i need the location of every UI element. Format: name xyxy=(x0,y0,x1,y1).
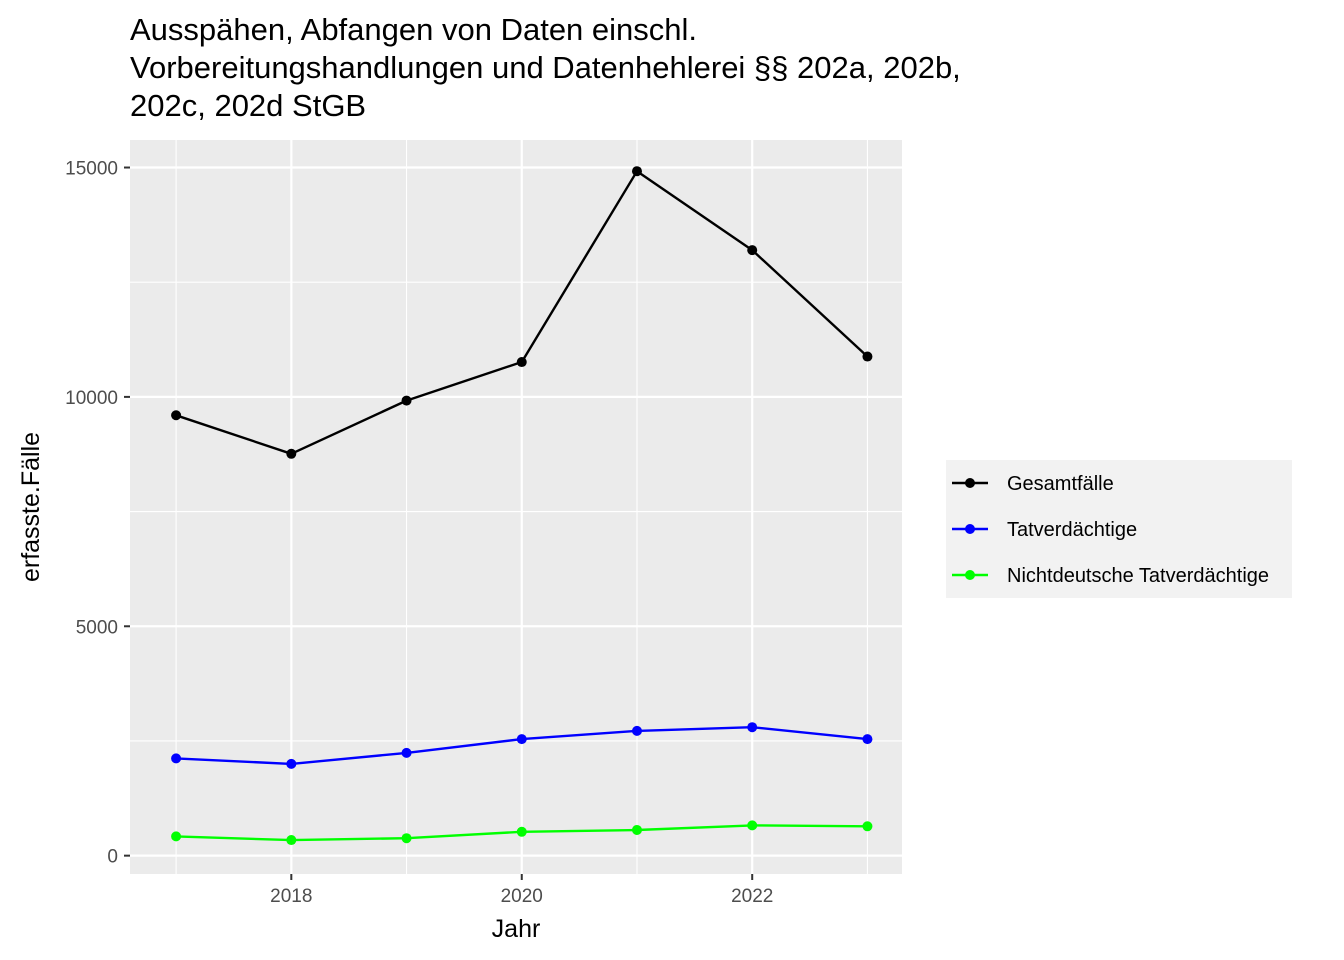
data-point xyxy=(401,747,412,758)
legend-keys: Gesamtfälle Tatverdächtige Nichtdeutsche T… xyxy=(950,464,1269,594)
chart-title-line-3: 202c, 202d StGB xyxy=(130,88,366,123)
y-tick-label: 15000 xyxy=(65,159,118,180)
data-point xyxy=(631,824,642,835)
legend-key-point xyxy=(965,524,975,534)
x-tick-label: 2022 xyxy=(731,886,773,907)
data-point xyxy=(286,448,297,459)
x-tick-label: 2018 xyxy=(270,886,312,907)
legend: Gesamtfälle Tatverdächtige Nichtdeutsche T… xyxy=(946,460,1292,598)
data-point xyxy=(286,835,297,846)
y-axis-title: erfasste.Fälle xyxy=(17,432,45,582)
data-point xyxy=(401,395,412,406)
legend-background xyxy=(946,460,1292,598)
legend-label: Gesamtfälle xyxy=(1007,473,1114,495)
data-point xyxy=(631,725,642,736)
data-point xyxy=(516,826,527,837)
legend-key-point xyxy=(965,570,975,580)
data-point xyxy=(516,734,527,745)
y-tick-label: 0 xyxy=(107,847,118,868)
data-point xyxy=(862,351,873,362)
legend-label: Nichtdeutsche Tatverdächtige xyxy=(1007,565,1269,587)
chart-title-line-2: Vorbereitungshandlungen und Datenhehlere… xyxy=(130,50,961,85)
data-point xyxy=(747,820,758,831)
data-point xyxy=(631,166,642,177)
data-point xyxy=(862,821,873,832)
grid-lines xyxy=(130,140,902,874)
chart-title-line-1: Ausspähen, Abfangen von Daten einschl. xyxy=(130,12,697,47)
plot-panel xyxy=(130,140,902,874)
x-tick-label: 2020 xyxy=(501,886,543,907)
data-point xyxy=(516,357,527,368)
data-point xyxy=(401,833,412,844)
data-point xyxy=(171,753,182,764)
data-point xyxy=(171,410,182,421)
series-layer xyxy=(171,166,873,846)
data-point xyxy=(862,734,873,745)
data-point xyxy=(171,831,182,842)
legend-label: Tatverdächtige xyxy=(1007,519,1137,541)
data-point xyxy=(747,245,758,256)
y-tick-label: 5000 xyxy=(76,617,118,638)
y-tick-label: 10000 xyxy=(65,388,118,409)
data-point xyxy=(747,722,758,733)
axes: 2018 2020 2022 0 5000 10000 15000 xyxy=(65,159,773,907)
legend-key-point xyxy=(965,478,975,488)
x-axis-title: Jahr xyxy=(492,915,541,943)
chart-title: Ausspähen, Abfangen von Daten einschl. V… xyxy=(130,12,961,123)
data-point xyxy=(286,758,297,769)
